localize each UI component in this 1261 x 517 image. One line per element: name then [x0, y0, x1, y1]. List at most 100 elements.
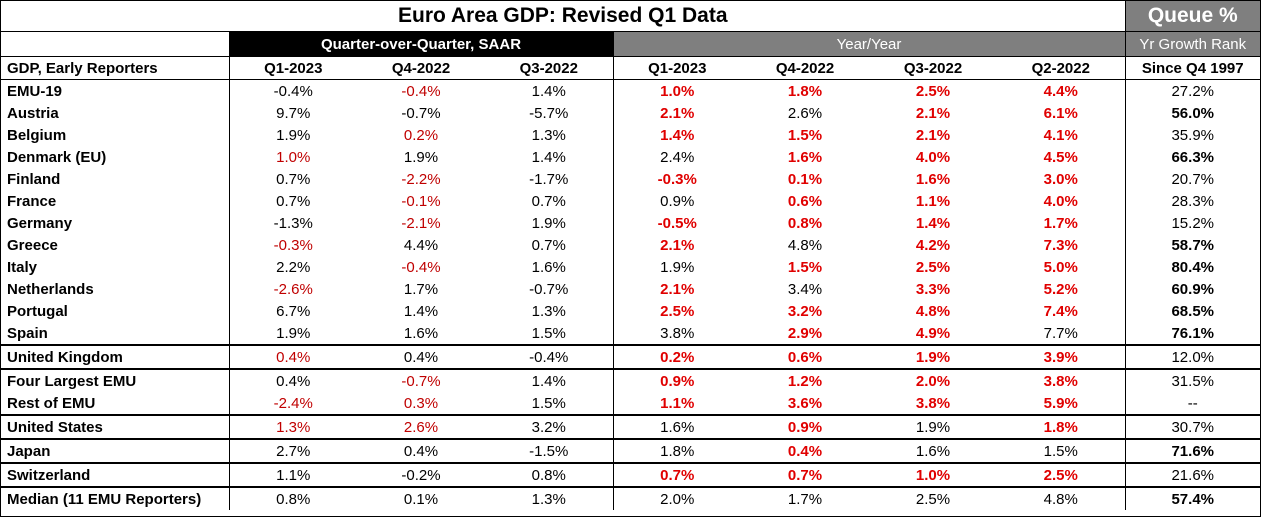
value-cell: 0.4%: [741, 438, 869, 463]
value-cell: -0.7%: [401, 104, 441, 122]
value-cell: 1.8%: [997, 414, 1125, 439]
rank-cell: --: [1124, 392, 1260, 415]
value-cell: 2.5%: [612, 300, 741, 322]
value-cell: 2.1%: [612, 234, 741, 256]
value-cell: 1.6%: [403, 324, 439, 342]
value-cell: 5.9%: [1043, 394, 1078, 412]
table-row: EMU-19 -0.4% -0.4% 1.4% 1.0% 1.8% 2.5% 4.4% 27.2…: [1, 79, 1260, 102]
rank-cell: 30.7%: [1124, 414, 1260, 439]
rank-cell: 76.1%: [1124, 322, 1260, 345]
value-cell: 3.9%: [997, 344, 1125, 369]
row-label: Netherlands: [1, 278, 230, 300]
row-label: Japan: [1, 438, 230, 463]
value-cell: 0.8%: [229, 486, 357, 510]
row-label: Italy: [1, 256, 230, 278]
value-cell: 1.9%: [869, 414, 997, 439]
value-cell: 1.5%: [531, 324, 566, 342]
value-cell: 0.7%: [276, 170, 311, 188]
value-cell: 1.9%: [612, 256, 741, 278]
value-cell: 2.5%: [997, 462, 1125, 487]
value-cell: 0.7%: [276, 192, 311, 210]
value-cell: 1.1%: [915, 192, 951, 210]
value-cell: -0.1%: [401, 192, 441, 210]
row-label: United States: [1, 414, 230, 439]
value-cell: 1.9%: [869, 344, 997, 369]
value-cell: 1.0%: [869, 462, 997, 487]
title-row: Euro Area GDP: Revised Q1 Data Queue %: [1, 1, 1260, 32]
value-cell: 7.4%: [1043, 302, 1078, 320]
table-row: Rest of EMU -2.4% 0.3% 1.5% 1.1% 3.6% 3.8% 5.9%…: [1, 392, 1260, 415]
value-cell: 5.2%: [1043, 280, 1078, 298]
value-cell: 7.3%: [1043, 236, 1078, 254]
value-cell: 0.9%: [612, 368, 741, 392]
row-label: Greece: [1, 234, 230, 256]
value-cell: -0.3%: [612, 168, 741, 190]
value-cell: 1.1%: [612, 392, 741, 415]
value-cell: 1.9%: [276, 324, 311, 342]
table-row: Switzerland 1.1% -0.2% 0.8% 0.7% 0.7% 1.0% 2.5%…: [1, 462, 1260, 487]
value-cell: 1.6%: [787, 148, 823, 166]
value-cell: 1.6%: [612, 414, 741, 439]
value-cell: 1.3%: [531, 302, 566, 320]
table-row: Greece -0.3% 4.4% 0.7% 2.1% 4.8% 4.2% 7.3% 58.7%: [1, 234, 1260, 256]
value-cell: 3.4%: [787, 280, 823, 298]
column-header: Q2-2022: [997, 56, 1125, 80]
table-row: Netherlands -2.6% 1.7% -0.7% 2.1% 3.4% 3.3% 5.2…: [1, 278, 1260, 300]
value-cell: 1.4%: [485, 368, 613, 392]
value-cell: 2.7%: [229, 438, 357, 463]
value-cell: 2.5%: [869, 486, 997, 510]
value-cell: 0.9%: [741, 414, 869, 439]
value-cell: 4.0%: [1043, 192, 1078, 210]
queue-label: Queue %: [1125, 1, 1260, 32]
value-cell: 4.4%: [403, 236, 439, 254]
value-cell: 2.1%: [915, 126, 951, 144]
table-row: Portugal 6.7% 1.4% 1.3% 2.5% 3.2% 4.8% 7.4% 68.5…: [1, 300, 1260, 322]
value-cell: 3.8%: [612, 322, 741, 345]
rank-cell: 21.6%: [1124, 462, 1260, 487]
rank-cell: 20.7%: [1124, 168, 1260, 190]
table-row: France 0.7% -0.1% 0.7% 0.9% 0.6% 1.1% 4.0% 28.3%: [1, 190, 1260, 212]
value-cell: -0.4%: [485, 344, 613, 369]
column-header: Q3-2022: [485, 56, 613, 80]
value-cell: 0.6%: [741, 344, 869, 369]
value-cell: -2.1%: [401, 214, 441, 232]
rank-cell: 56.0%: [1124, 102, 1260, 124]
value-cell: 4.1%: [1043, 126, 1078, 144]
value-cell: 4.2%: [915, 236, 951, 254]
value-cell: 0.9%: [612, 190, 741, 212]
table-row: Austria 9.7% -0.7% -5.7% 2.1% 2.6% 2.1% 6.1% 56.…: [1, 102, 1260, 124]
column-header: Q1-2023: [229, 56, 357, 80]
value-cell: -0.4%: [273, 82, 313, 100]
rank-cell: 80.4%: [1124, 256, 1260, 278]
rank-cell: 58.7%: [1124, 234, 1260, 256]
value-cell: 1.1%: [229, 462, 357, 487]
value-cell: 2.9%: [787, 324, 823, 342]
row-label: Germany: [1, 212, 230, 234]
rank-cell: 68.5%: [1124, 300, 1260, 322]
value-cell: 2.4%: [612, 146, 741, 168]
table-row: Italy 2.2% -0.4% 1.6% 1.9% 1.5% 2.5% 5.0% 80.4%: [1, 256, 1260, 278]
row-label: Median (11 EMU Reporters): [1, 486, 230, 510]
value-cell: 0.7%: [531, 192, 566, 210]
rank-cell: 31.5%: [1124, 368, 1260, 392]
value-cell: 3.8%: [997, 368, 1125, 392]
table-row: United Kingdom 0.4% 0.4% -0.4% 0.2% 0.6% 1.9% 3…: [1, 344, 1260, 369]
rank-cell: 27.2%: [1124, 79, 1260, 102]
value-cell: 1.5%: [787, 126, 823, 144]
value-cell: 1.4%: [403, 302, 439, 320]
value-cell: 1.9%: [276, 126, 311, 144]
value-cell: 1.5%: [531, 394, 566, 412]
value-cell: -0.2%: [357, 462, 485, 487]
value-cell: 3.0%: [1043, 170, 1078, 188]
value-cell: 0.3%: [403, 394, 439, 412]
value-cell: 9.7%: [276, 104, 311, 122]
table-row: Japan 2.7% 0.4% -1.5% 1.8% 0.4% 1.6% 1.5% 71.6%: [1, 438, 1260, 463]
value-cell: -5.7%: [529, 104, 569, 122]
value-cell: 3.3%: [915, 280, 951, 298]
value-cell: 0.4%: [357, 438, 485, 463]
value-cell: 2.5%: [915, 258, 951, 276]
row-label: France: [1, 190, 230, 212]
group-header-row: Quarter-over-Quarter, SAAR Year/Year Yr …: [1, 31, 1260, 57]
value-cell: 2.2%: [276, 258, 311, 276]
value-cell: -0.7%: [357, 368, 485, 392]
